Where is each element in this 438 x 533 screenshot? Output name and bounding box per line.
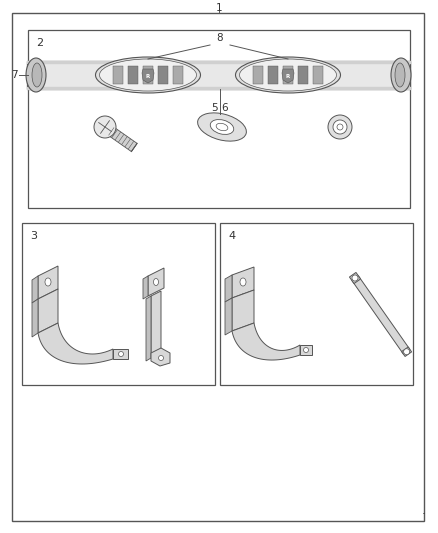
- Ellipse shape: [395, 63, 405, 87]
- Polygon shape: [38, 266, 58, 299]
- Polygon shape: [32, 276, 38, 303]
- Polygon shape: [282, 69, 294, 83]
- Polygon shape: [142, 69, 154, 83]
- Polygon shape: [350, 272, 360, 284]
- Ellipse shape: [240, 59, 336, 91]
- Bar: [253, 66, 263, 84]
- Text: R: R: [146, 74, 150, 78]
- Polygon shape: [109, 127, 137, 151]
- Polygon shape: [143, 276, 148, 299]
- Text: R: R: [286, 74, 290, 78]
- Polygon shape: [146, 296, 151, 361]
- Text: 7: 7: [11, 70, 18, 80]
- Bar: [113, 66, 123, 84]
- Ellipse shape: [45, 278, 51, 286]
- Ellipse shape: [198, 113, 247, 141]
- Polygon shape: [232, 267, 254, 298]
- Bar: [27, 61, 410, 89]
- Ellipse shape: [240, 294, 246, 300]
- Ellipse shape: [236, 57, 340, 93]
- Circle shape: [94, 116, 116, 138]
- Circle shape: [337, 124, 343, 130]
- Text: 3: 3: [30, 231, 37, 241]
- Bar: [283, 66, 293, 84]
- Text: 1: 1: [215, 3, 223, 13]
- Ellipse shape: [352, 275, 358, 281]
- Text: .: .: [422, 505, 426, 518]
- Circle shape: [333, 120, 347, 134]
- Ellipse shape: [99, 59, 197, 91]
- Ellipse shape: [95, 57, 201, 93]
- Polygon shape: [232, 290, 254, 331]
- Bar: [28, 30, 410, 208]
- Polygon shape: [38, 323, 113, 364]
- Bar: [298, 66, 308, 84]
- Polygon shape: [151, 291, 161, 358]
- Ellipse shape: [159, 356, 163, 360]
- Polygon shape: [148, 268, 164, 296]
- Ellipse shape: [119, 351, 124, 357]
- Polygon shape: [113, 349, 128, 359]
- Text: 8: 8: [217, 33, 223, 43]
- Polygon shape: [352, 276, 410, 354]
- Ellipse shape: [26, 58, 46, 92]
- Bar: [22, 223, 215, 385]
- Ellipse shape: [404, 349, 410, 355]
- Polygon shape: [232, 323, 300, 360]
- Ellipse shape: [391, 58, 411, 92]
- Ellipse shape: [153, 279, 159, 286]
- Ellipse shape: [216, 123, 228, 131]
- Polygon shape: [38, 289, 58, 333]
- Polygon shape: [151, 348, 170, 366]
- Bar: [268, 66, 278, 84]
- Polygon shape: [32, 299, 38, 337]
- Ellipse shape: [32, 63, 42, 87]
- Bar: [143, 66, 153, 84]
- Text: 4: 4: [228, 231, 235, 241]
- Polygon shape: [402, 347, 412, 357]
- Polygon shape: [225, 275, 232, 302]
- Circle shape: [328, 115, 352, 139]
- Bar: [158, 66, 168, 84]
- Ellipse shape: [210, 119, 234, 134]
- Text: 5: 5: [212, 103, 218, 113]
- Bar: [128, 66, 138, 84]
- Text: 6: 6: [222, 103, 228, 113]
- Polygon shape: [300, 345, 312, 355]
- Ellipse shape: [304, 348, 308, 352]
- Bar: [173, 66, 183, 84]
- Ellipse shape: [240, 278, 246, 286]
- Bar: [313, 66, 323, 84]
- Text: 2: 2: [36, 38, 43, 48]
- Bar: [220, 223, 413, 385]
- Polygon shape: [225, 298, 232, 335]
